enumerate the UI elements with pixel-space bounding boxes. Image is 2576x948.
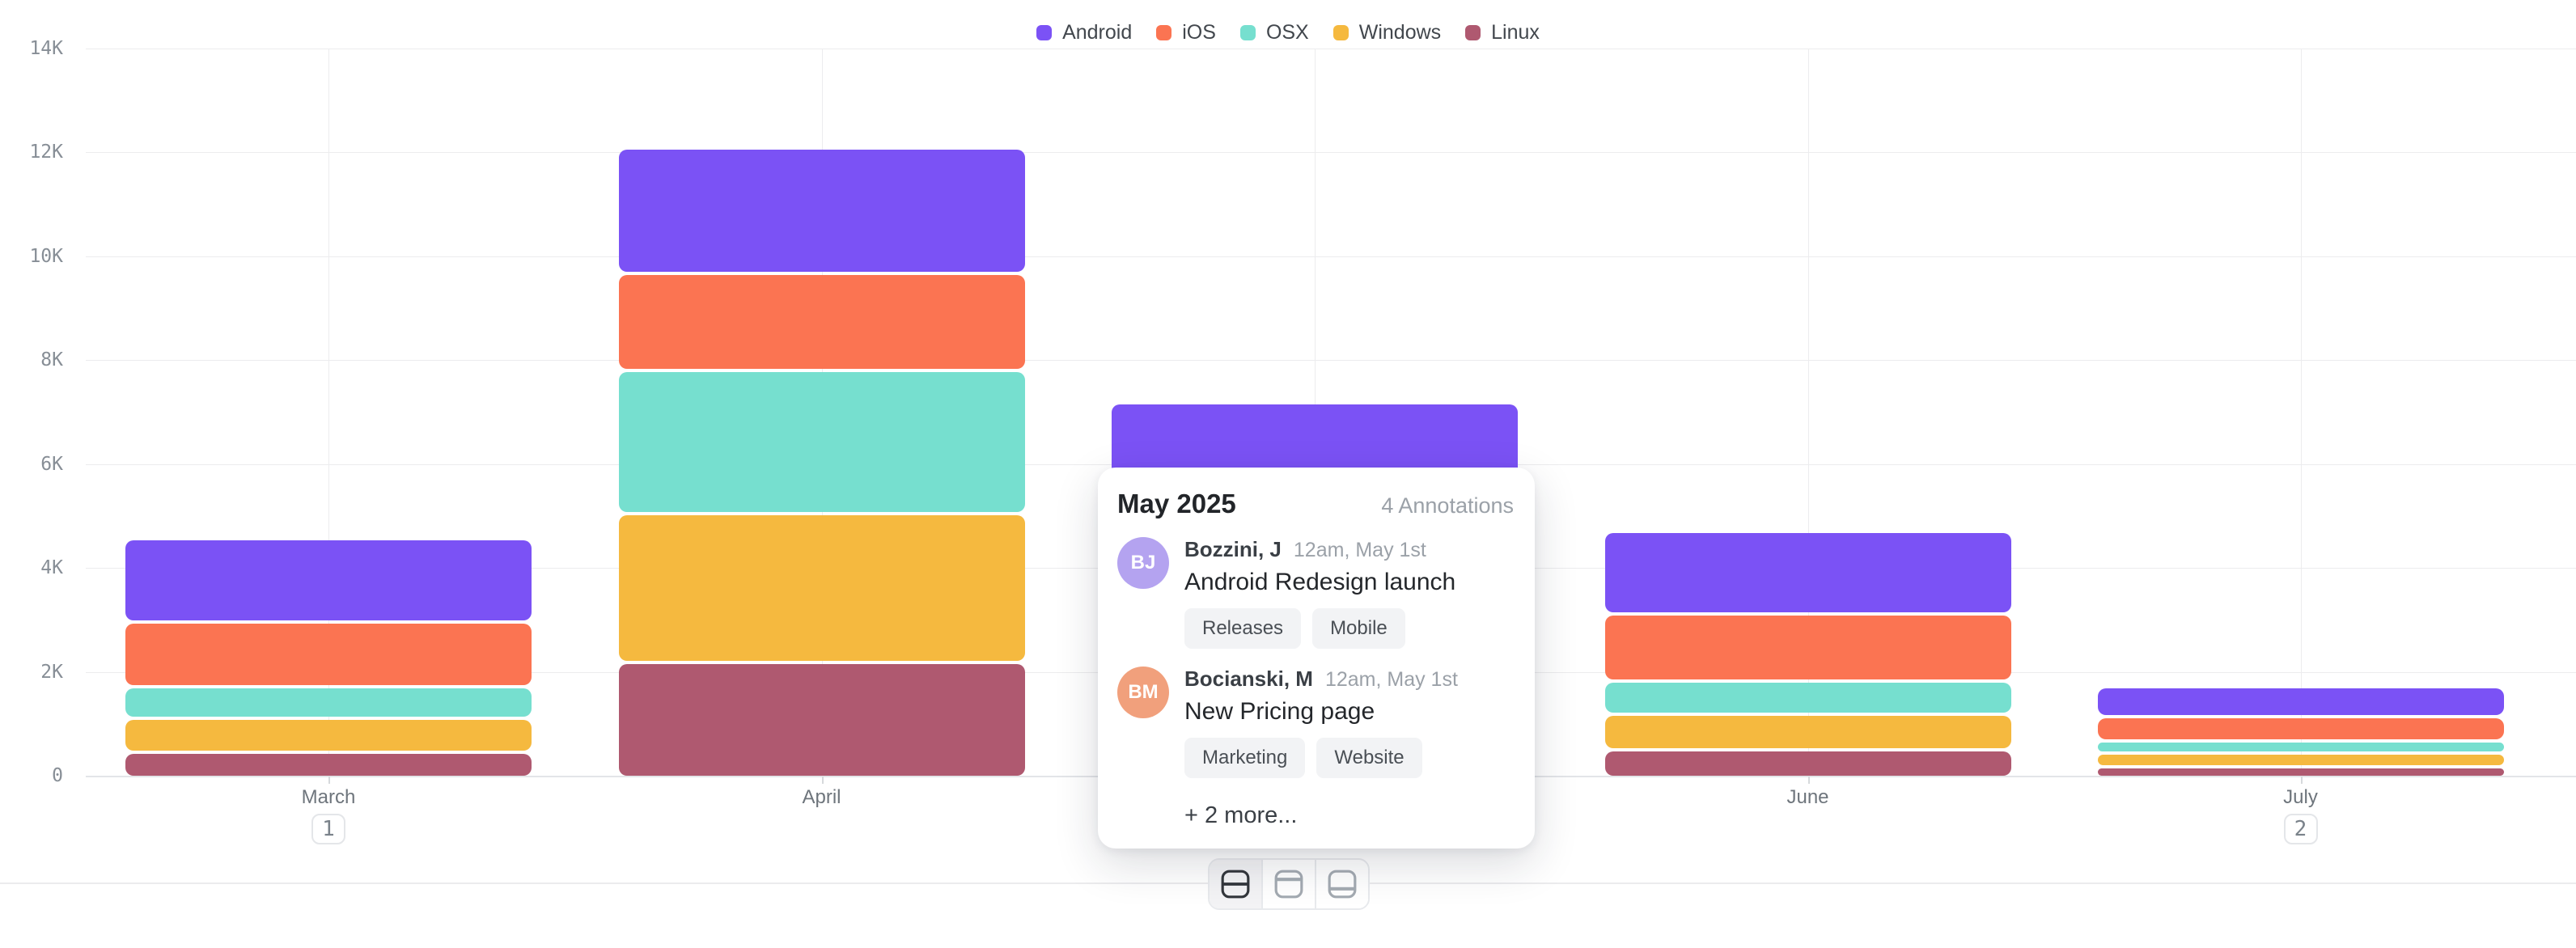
annotation-tag[interactable]: Marketing bbox=[1184, 738, 1306, 778]
layout-footer-row-button[interactable] bbox=[1315, 860, 1368, 908]
legend-item-linux[interactable]: Linux bbox=[1465, 21, 1540, 44]
bar-segment-ios-june[interactable] bbox=[1604, 615, 2011, 679]
layout-footer-icon bbox=[1328, 870, 1357, 899]
x-axis-label-july: July bbox=[2283, 786, 2318, 808]
bar-segment-ios-april[interactable] bbox=[618, 275, 1025, 369]
annotation-timestamp: 12am, May 1st bbox=[1324, 668, 1458, 691]
gridline-vertical bbox=[328, 49, 329, 776]
bar-segment-linux-march[interactable] bbox=[125, 754, 532, 776]
layout-toggle-group bbox=[1208, 858, 1370, 910]
x-axis-label-june: June bbox=[1786, 786, 1829, 808]
legend-label: Android bbox=[1062, 21, 1133, 44]
chart-legend: Android iOS OSX Windows Linux bbox=[0, 21, 2576, 44]
legend-label: Linux bbox=[1491, 21, 1540, 44]
layout-header-icon bbox=[1274, 870, 1303, 899]
annotation-tag[interactable]: Mobile bbox=[1312, 608, 1405, 649]
legend-swatch bbox=[1332, 25, 1349, 40]
y-axis-tick-label: 10K bbox=[29, 245, 63, 267]
bar-segment-android-july[interactable] bbox=[2097, 688, 2504, 715]
legend-item-osx[interactable]: OSX bbox=[1239, 21, 1309, 44]
legend-swatch bbox=[1036, 25, 1053, 40]
annotations-tooltip: May 2025 4 Annotations BJ Bozzini, J 12a… bbox=[1098, 468, 1535, 849]
legend-item-ios[interactable]: iOS bbox=[1156, 21, 1216, 44]
avatar: BM bbox=[1117, 667, 1169, 718]
bar-segment-windows-july[interactable] bbox=[2097, 754, 2504, 765]
annotation-title: New Pricing page bbox=[1184, 698, 1375, 725]
x-axis-label-april: April bbox=[802, 786, 841, 808]
y-axis-tick-label: 12K bbox=[29, 142, 63, 163]
layout-header-row-button[interactable] bbox=[1261, 860, 1315, 908]
x-axis-label-march: March bbox=[301, 786, 356, 808]
gridline-horizontal bbox=[86, 256, 2576, 257]
y-axis-tick-label: 14K bbox=[29, 38, 63, 59]
annotation-count-badge-july[interactable]: 2 bbox=[2283, 814, 2318, 844]
legend-item-windows[interactable]: Windows bbox=[1332, 21, 1442, 44]
x-axis-tick bbox=[1807, 777, 1810, 784]
legend-item-android[interactable]: Android bbox=[1036, 21, 1132, 44]
annotation-count-badge-march[interactable]: 1 bbox=[311, 814, 345, 844]
y-axis-tick-label: 2K bbox=[40, 661, 63, 683]
bar-segment-osx-march[interactable] bbox=[125, 688, 532, 717]
bar-segment-osx-june[interactable] bbox=[1604, 682, 2011, 713]
bar-segment-windows-march[interactable] bbox=[125, 720, 532, 751]
legend-label: OSX bbox=[1265, 21, 1309, 44]
layout-split-icon bbox=[1221, 870, 1250, 899]
legend-swatch bbox=[1465, 25, 1481, 40]
annotation-entry: BM Bocianski, M 12am, May 1st New Pricin… bbox=[1117, 667, 1514, 778]
legend-swatch bbox=[1156, 25, 1172, 40]
x-axis-tick bbox=[2300, 777, 2303, 784]
bar-segment-windows-june[interactable] bbox=[1604, 716, 2011, 748]
bar-segment-android-june[interactable] bbox=[1604, 532, 2011, 612]
x-axis-tick bbox=[821, 777, 824, 784]
bar-segment-ios-july[interactable] bbox=[2097, 717, 2504, 740]
tooltip-title: May 2025 bbox=[1117, 489, 1236, 518]
bar-segment-android-march[interactable] bbox=[125, 540, 532, 621]
bar-segment-osx-july[interactable] bbox=[2097, 743, 2504, 751]
gridline-vertical bbox=[1807, 49, 1809, 776]
gridline-vertical bbox=[2300, 49, 2302, 776]
annotation-author: Bozzini, J bbox=[1184, 537, 1282, 561]
bar-segment-android-april[interactable] bbox=[618, 150, 1025, 273]
bar-segment-osx-april[interactable] bbox=[618, 371, 1025, 513]
gridline-horizontal bbox=[86, 152, 2576, 154]
avatar: BJ bbox=[1117, 537, 1169, 589]
bar-segment-windows-april[interactable] bbox=[618, 515, 1025, 661]
layout-split-rows-button[interactable] bbox=[1210, 860, 1261, 908]
tooltip-header: May 2025 4 Annotations bbox=[1117, 489, 1514, 519]
legend-label: iOS bbox=[1182, 21, 1216, 44]
annotation-title: Android Redesign launch bbox=[1184, 569, 1456, 595]
bar-segment-linux-july[interactable] bbox=[2097, 768, 2504, 776]
y-axis-tick-label: 6K bbox=[40, 453, 63, 475]
bar-segment-linux-june[interactable] bbox=[1604, 751, 2011, 776]
x-axis-tick bbox=[328, 777, 330, 784]
annotation-tag[interactable]: Website bbox=[1316, 738, 1422, 778]
tooltip-annotation-count: 4 Annotations bbox=[1381, 493, 1514, 518]
legend-label: Windows bbox=[1358, 21, 1442, 44]
bar-segment-ios-march[interactable] bbox=[125, 624, 532, 685]
y-axis-tick-label: 0 bbox=[52, 764, 63, 786]
bar-segment-linux-april[interactable] bbox=[618, 663, 1025, 776]
annotation-tag[interactable]: Releases bbox=[1184, 608, 1302, 649]
y-axis-tick-label: 4K bbox=[40, 557, 63, 579]
y-axis-tick-label: 8K bbox=[40, 349, 63, 371]
annotation-entry: BJ Bozzini, J 12am, May 1st Android Rede… bbox=[1117, 537, 1514, 649]
annotation-timestamp: 12am, May 1st bbox=[1293, 539, 1426, 561]
legend-swatch bbox=[1239, 25, 1256, 40]
annotation-author: Bocianski, M bbox=[1184, 667, 1313, 691]
gridline-horizontal bbox=[86, 360, 2576, 362]
show-more-annotations-link[interactable]: + 2 more... bbox=[1184, 802, 1298, 828]
